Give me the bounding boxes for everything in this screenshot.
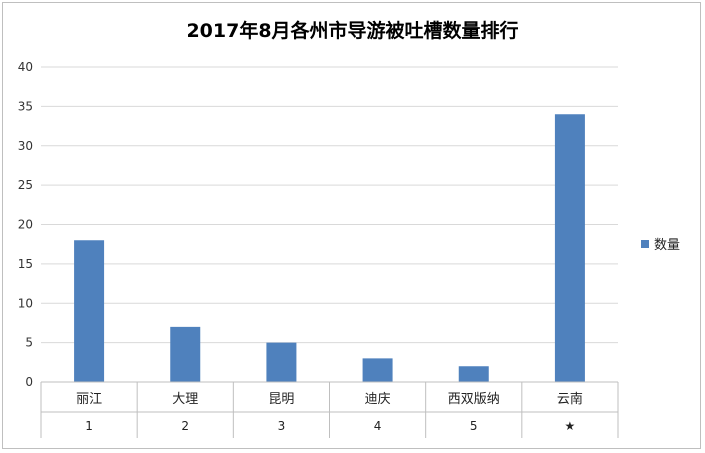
x-category-label: 云南: [557, 391, 583, 407]
bar: [266, 342, 297, 382]
bar: [362, 358, 393, 382]
x-category-label: 迪庆: [365, 392, 391, 407]
x-index-label: 4: [374, 419, 382, 433]
y-tick-label: 30: [18, 139, 33, 153]
x-category-label: 昆明: [268, 392, 294, 407]
y-axis-ticks: 0 5 10 15 20 25 30 35 40: [18, 60, 33, 389]
x-category-label: 西双版纳: [448, 392, 500, 407]
y-tick-label: 15: [18, 257, 33, 271]
chart-title: 2017年8月各州市导游被吐槽数量排行: [186, 20, 519, 42]
y-tick-label: 35: [18, 99, 33, 113]
x-index-label: 5: [470, 419, 478, 433]
x-category-label: 大理: [172, 392, 198, 407]
x-category-label: 丽江: [76, 392, 102, 407]
x-index-label: 2: [181, 419, 189, 433]
y-tick-label: 5: [25, 336, 33, 350]
bar: [74, 240, 105, 382]
legend-swatch: [641, 239, 649, 248]
bar: [458, 366, 489, 382]
y-tick-label: 25: [18, 178, 33, 192]
y-tick-label: 10: [18, 296, 33, 310]
bar: [554, 114, 585, 382]
y-tick-label: 0: [25, 375, 33, 389]
gridlines: [41, 66, 618, 344]
x-axis: 丽江 1 大理 2 昆明 3 迪庆 4 西双版纳 5 云南 ★: [40, 381, 619, 438]
bar: [170, 326, 201, 382]
y-tick-label: 20: [18, 218, 33, 232]
legend: 数量: [641, 234, 680, 253]
bars: [74, 114, 585, 382]
legend-label: 数量: [654, 238, 681, 253]
x-index-label: ★: [565, 419, 576, 433]
y-tick-label: 40: [18, 60, 33, 74]
x-index-label: 3: [278, 419, 286, 433]
x-index-label: 1: [85, 419, 93, 433]
